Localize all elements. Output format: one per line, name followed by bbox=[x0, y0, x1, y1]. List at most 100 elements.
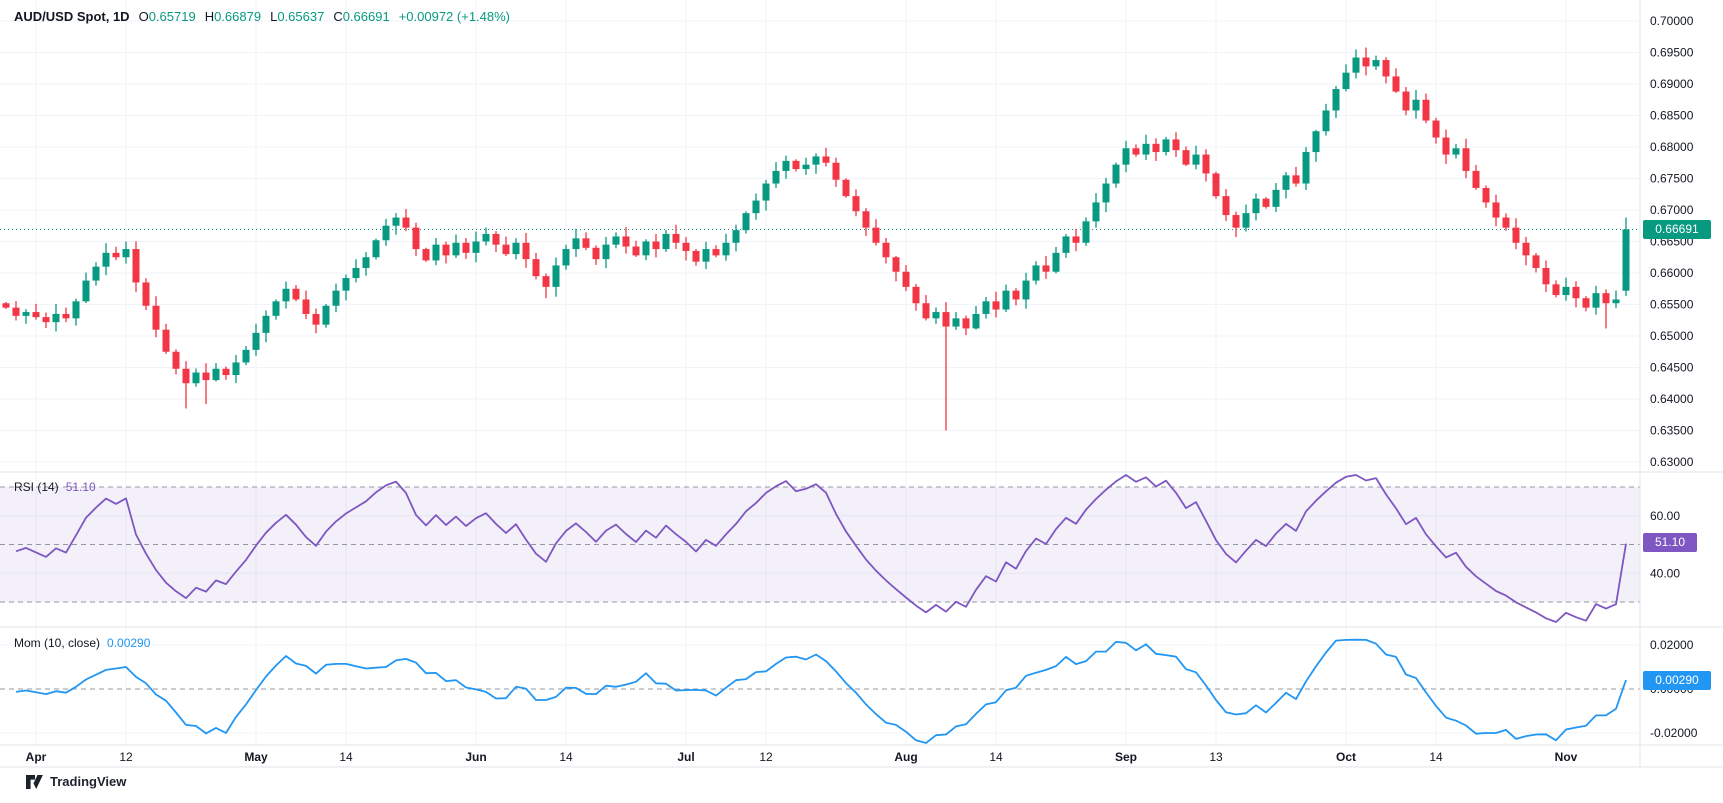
candle-body bbox=[742, 213, 750, 231]
candle-body bbox=[1192, 154, 1200, 165]
rsi-axis-label: 60.00 bbox=[1650, 509, 1680, 523]
gridlines bbox=[0, 0, 1640, 745]
candle-body bbox=[152, 305, 160, 330]
candle-body bbox=[782, 160, 790, 171]
last-price-badge: 0.66691 bbox=[1643, 220, 1711, 239]
candle-body bbox=[1182, 150, 1190, 165]
candle-body bbox=[952, 318, 960, 327]
candle-body bbox=[1482, 187, 1490, 203]
candle-body bbox=[352, 267, 360, 279]
candle-body bbox=[1042, 265, 1050, 272]
candle-body bbox=[462, 242, 470, 253]
candle-body bbox=[1052, 252, 1060, 272]
candle-body bbox=[1542, 267, 1550, 285]
tradingview-mark-icon bbox=[26, 774, 43, 789]
candle-body bbox=[1602, 293, 1610, 304]
candle-body bbox=[1342, 72, 1350, 90]
candle-body bbox=[662, 233, 670, 250]
candle-body bbox=[1102, 183, 1110, 203]
candle-body bbox=[592, 247, 600, 260]
rsi-axis-label: 40.00 bbox=[1650, 566, 1680, 580]
momentum-value-badge: 0.00290 bbox=[1643, 671, 1711, 690]
rsi-label-text: RSI (14) bbox=[14, 480, 59, 494]
candle-body bbox=[602, 244, 610, 260]
symbol-header: AUD/USD Spot, 1D O0.65719 H0.66879 L0.65… bbox=[14, 9, 510, 24]
candle-body bbox=[422, 249, 430, 261]
candle-body bbox=[242, 349, 250, 363]
candle-body bbox=[1022, 280, 1030, 300]
candle-body bbox=[1142, 143, 1150, 155]
ohlc-close: C0.66691 bbox=[333, 9, 390, 24]
candle-body bbox=[512, 242, 520, 255]
candle-body bbox=[1212, 173, 1220, 197]
time-axis-label: 12 bbox=[119, 750, 133, 764]
candle-body bbox=[1462, 148, 1470, 171]
candle-body bbox=[1112, 164, 1120, 184]
time-axis-label: Nov bbox=[1555, 750, 1578, 764]
candle-body bbox=[1222, 196, 1230, 216]
candle-body bbox=[1162, 139, 1170, 153]
candle-body bbox=[1512, 227, 1520, 243]
candle-body bbox=[282, 288, 290, 302]
candle-body bbox=[892, 257, 900, 272]
candle-body bbox=[1372, 60, 1380, 67]
candle-body bbox=[982, 301, 990, 314]
candle-body bbox=[192, 372, 200, 384]
rsi-indicator-label[interactable]: RSI (14) 51.10 bbox=[14, 480, 96, 494]
candle-body bbox=[682, 242, 690, 251]
symbol-title[interactable]: AUD/USD Spot, 1D bbox=[14, 9, 130, 24]
rsi-label-value: 51.10 bbox=[65, 480, 96, 494]
candle-body bbox=[172, 351, 180, 369]
candle-body bbox=[402, 217, 410, 228]
candle-body bbox=[1492, 202, 1500, 218]
candle-body bbox=[522, 242, 530, 260]
price-axis[interactable]: 0.70000 0.69500 0.69000 0.68500 0.68000 0.675… bbox=[1650, 14, 1698, 740]
candle-body bbox=[1012, 290, 1020, 300]
price-axis-label: 0.63500 bbox=[1650, 424, 1694, 438]
candle-body bbox=[562, 249, 570, 266]
candle-body bbox=[912, 286, 920, 304]
candle-body bbox=[72, 301, 80, 319]
candle-body bbox=[842, 179, 850, 197]
price-axis-label: 0.64500 bbox=[1650, 361, 1694, 375]
candle-body bbox=[122, 249, 130, 258]
candle-body bbox=[1382, 60, 1390, 77]
momentum-indicator-label[interactable]: Mom (10, close) 0.00290 bbox=[14, 636, 150, 650]
candle-body bbox=[1072, 236, 1080, 243]
candle-body bbox=[32, 312, 40, 318]
time-axis[interactable]: Apr 12 May 14 Jun 14 Jul 12 Aug 14 Sep 13 Oct 14 Nov bbox=[26, 750, 1578, 764]
candle-body bbox=[1272, 189, 1280, 207]
candle-body bbox=[412, 227, 420, 250]
time-axis-label: Oct bbox=[1336, 750, 1356, 764]
candle-body bbox=[542, 276, 550, 287]
time-axis-label: Sep bbox=[1115, 750, 1137, 764]
candle-body bbox=[1422, 99, 1430, 121]
pane-separators bbox=[0, 0, 1723, 768]
change-value: +0.00972 (+1.48%) bbox=[398, 9, 511, 24]
candle-body bbox=[472, 241, 480, 253]
candle-body bbox=[872, 227, 880, 243]
candle-body bbox=[1262, 198, 1270, 207]
candle-body bbox=[1302, 152, 1310, 184]
candle-body bbox=[1232, 215, 1240, 228]
candle-body bbox=[1582, 298, 1590, 308]
candle-body bbox=[502, 244, 510, 255]
candle-body bbox=[1402, 91, 1410, 111]
candle-body bbox=[732, 230, 740, 243]
price-axis-label: 0.68000 bbox=[1650, 140, 1694, 154]
candle-body bbox=[312, 313, 320, 325]
candle-body bbox=[802, 164, 810, 170]
candle-body bbox=[1502, 217, 1510, 228]
candle-body bbox=[1612, 299, 1620, 304]
candle-body bbox=[392, 217, 400, 226]
candle-body bbox=[1592, 293, 1600, 308]
tradingview-logo[interactable]: TradingView bbox=[26, 774, 126, 789]
candle-body bbox=[102, 252, 110, 267]
candle-body bbox=[442, 244, 450, 256]
candle-body bbox=[632, 246, 640, 256]
candle-body bbox=[692, 250, 700, 262]
candle-body bbox=[362, 257, 370, 268]
candle-body bbox=[262, 315, 270, 333]
candle-body bbox=[22, 312, 30, 316]
